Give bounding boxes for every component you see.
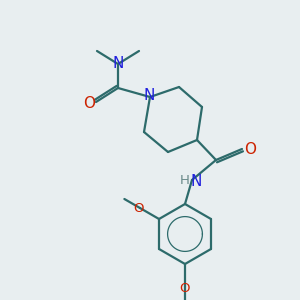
- Text: O: O: [134, 202, 144, 215]
- Text: H: H: [180, 175, 190, 188]
- Text: O: O: [244, 142, 256, 157]
- Text: O: O: [179, 281, 189, 295]
- Text: O: O: [83, 95, 95, 110]
- Text: N: N: [143, 88, 155, 104]
- Text: N: N: [190, 173, 202, 188]
- Text: N: N: [112, 56, 124, 71]
